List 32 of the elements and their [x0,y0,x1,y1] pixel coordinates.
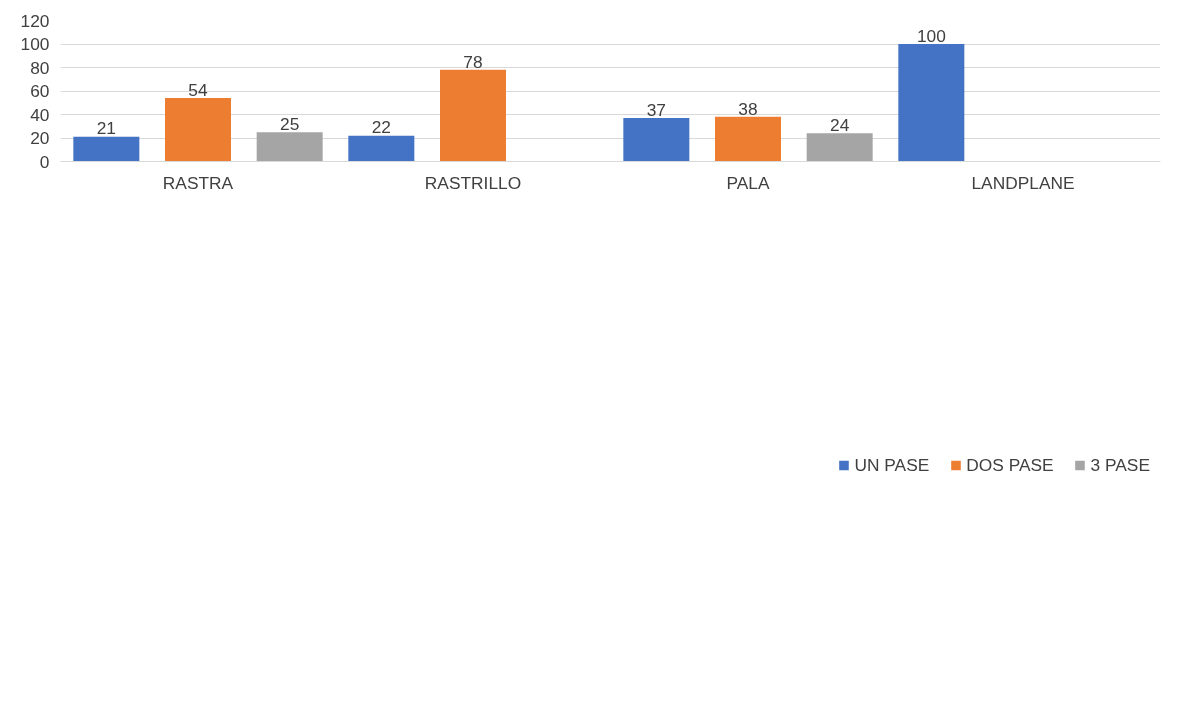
bar [898,44,965,162]
bar [165,98,231,162]
y-tick-label: 20 [30,128,50,148]
bar [715,116,781,162]
x-tick-label: LANDPLANE [971,172,1075,193]
bar [73,136,140,162]
legend-label: 3 PASE [1090,454,1150,476]
data-label: 100 [916,25,946,46]
data-label: 38 [738,98,758,119]
y-tick-label: 120 [20,10,50,31]
bar [806,133,873,162]
legend-label: DOS PASE [966,454,1054,476]
data-label: 25 [280,113,300,134]
bar [623,118,690,162]
legend-label: UN PASE [854,454,930,476]
x-tick-label: RASTRILLO [424,172,522,193]
x-tick-label: PALA [726,172,770,193]
data-label: 37 [646,99,666,120]
y-tick-label: 40 [30,104,50,125]
bar [348,135,415,162]
x-tick-label: RASTRA [162,172,234,193]
y-tick-label: 60 [30,81,50,101]
data-label: 54 [188,79,208,100]
data-label: 21 [96,118,116,139]
y-tick-label: 80 [30,57,50,78]
data-label: 24 [830,114,850,135]
y-tick-label: 0 [39,151,50,172]
bar [256,132,323,162]
data-label: 78 [463,51,483,72]
bar [440,69,506,162]
data-label: 22 [371,117,391,138]
y-tick-label: 100 [20,34,50,54]
